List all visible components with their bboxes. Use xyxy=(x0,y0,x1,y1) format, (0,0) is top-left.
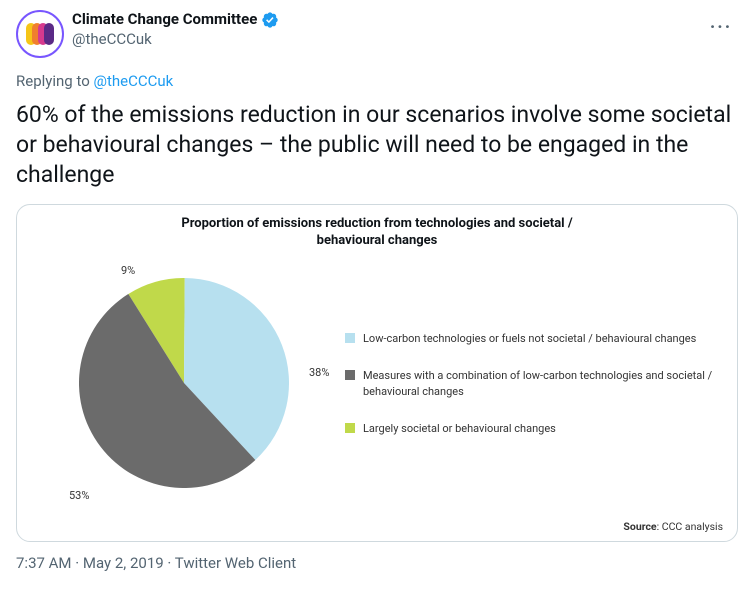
reply-context: Replying to @theCCCuk xyxy=(16,72,738,90)
pie-chart: 38% 53% 9% xyxy=(29,254,329,514)
media-card[interactable]: Proportion of emissions reduction from t… xyxy=(16,204,738,542)
verified-icon xyxy=(261,11,279,29)
chart-title: Proportion of emissions reduction from t… xyxy=(167,215,587,250)
avatar-logo xyxy=(26,23,54,45)
tweet-metadata: 7:37 AM · May 2, 2019 · Twitter Web Clie… xyxy=(16,554,738,572)
display-name[interactable]: Climate Change Committee xyxy=(72,10,257,30)
legend-label: Largely societal or behavioural changes xyxy=(363,421,556,436)
tweet-time[interactable]: 7:37 AM xyxy=(16,554,72,572)
legend-swatch xyxy=(345,370,355,380)
legend-item: Largely societal or behavioural changes xyxy=(345,421,715,436)
pie-percent-label: 53% xyxy=(69,489,89,502)
tweet-text: 60% of the emissions reduction in our sc… xyxy=(16,100,738,190)
avatar[interactable] xyxy=(16,10,64,58)
tweet-client: Twitter Web Client xyxy=(175,554,296,572)
reply-prefix: Replying to xyxy=(16,72,93,90)
legend-item: Measures with a combination of low-carbo… xyxy=(345,368,715,399)
legend-label: Measures with a combination of low-carbo… xyxy=(363,368,715,399)
legend-swatch xyxy=(345,333,355,343)
legend-swatch xyxy=(345,423,355,433)
tweet-header: Climate Change Committee @theCCCuk ··· xyxy=(16,10,738,58)
handle[interactable]: @theCCCuk xyxy=(72,30,279,50)
legend-item: Low-carbon technologies or fuels not soc… xyxy=(345,331,715,346)
more-button[interactable]: ··· xyxy=(704,10,738,44)
pie-percent-label: 38% xyxy=(309,366,329,379)
pie-percent-label: 9% xyxy=(121,264,135,277)
tweet-date[interactable]: May 2, 2019 xyxy=(83,554,164,572)
chart-source: Source: CCC analysis xyxy=(623,520,723,533)
chart-legend: Low-carbon technologies or fuels not soc… xyxy=(345,331,725,437)
reply-target-link[interactable]: @theCCCuk xyxy=(93,72,173,90)
chart-body: 38% 53% 9% Low-carbon technologies or fuel… xyxy=(29,254,725,514)
legend-label: Low-carbon technologies or fuels not soc… xyxy=(363,331,696,346)
pie-svg xyxy=(79,278,289,488)
user-block: Climate Change Committee @theCCCuk xyxy=(72,10,279,49)
